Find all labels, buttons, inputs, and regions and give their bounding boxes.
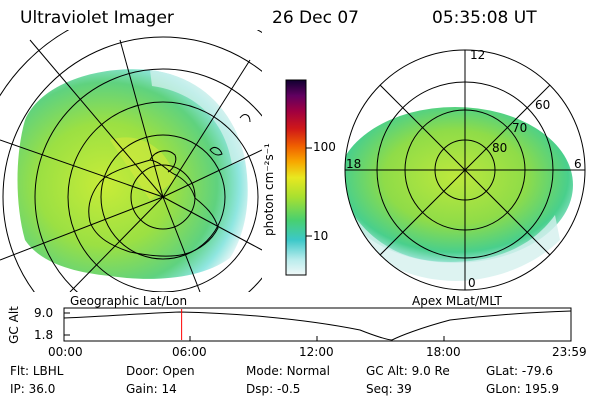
- status-filter-value: LBHL: [32, 364, 64, 378]
- status-door-value: Open: [162, 364, 195, 378]
- altitude-ytick-low: 1.8: [34, 328, 54, 342]
- mlat-label-80: 80: [492, 141, 508, 155]
- mlat-label-70: 70: [512, 121, 528, 135]
- status-gc-alt: GC Alt: 9.0 Re: [366, 364, 450, 378]
- status-dsp: Dsp: -0.5: [246, 382, 301, 396]
- status-gc-alt-value: 9.0 Re: [411, 364, 450, 378]
- altitude-xtick-0000: 00:00: [48, 345, 83, 359]
- mlt-label-top: 12: [470, 48, 486, 62]
- altitude-xtick-2359: 23:59: [552, 345, 587, 359]
- altitude-xtick-0600: 06:00: [172, 345, 207, 359]
- status-mode-value: Normal: [286, 364, 330, 378]
- altitude-xtick-1800: 18:00: [426, 345, 461, 359]
- mlt-label-left: 18: [346, 157, 362, 171]
- colorbar-tick-10: 10: [313, 229, 329, 243]
- status-glon-value: 195.9: [524, 382, 559, 396]
- status-mode: Mode: Normal: [246, 364, 330, 378]
- status-gain-value: 14: [161, 382, 177, 396]
- altitude-ytick-high: 9.0: [34, 306, 54, 320]
- altitude-plot: [63, 307, 572, 342]
- mlat-mlt-map: [344, 49, 586, 291]
- status-gain: Gain: 14: [126, 382, 177, 396]
- date-label: 26 Dec 07: [272, 8, 359, 28]
- status-door: Door: Open: [126, 364, 195, 378]
- colorbar-tick-100: 100: [313, 140, 336, 154]
- mlat-label-60: 60: [535, 98, 551, 112]
- altitude-ylabel: GC Alt: [7, 306, 21, 344]
- altitude-curve: [63, 310, 572, 341]
- time-label: 05:35:08 UT: [432, 8, 537, 28]
- status-glat: GLat: -79.6: [486, 364, 553, 378]
- status-seq: Seq: 39: [366, 382, 412, 396]
- status-glat-value: -79.6: [521, 364, 553, 378]
- mlt-label-right: 6: [574, 157, 582, 171]
- altitude-xtick-1200: 12:00: [299, 345, 334, 359]
- status-ip-value: 36.0: [28, 382, 56, 396]
- status-ip: IP: 36.0: [10, 382, 56, 396]
- mlt-label-bottom: 0: [468, 276, 476, 290]
- geographic-map: [0, 30, 262, 292]
- status-dsp-value: -0.5: [276, 382, 301, 396]
- status-glon: GLon: 195.9: [486, 382, 559, 396]
- colorbar: [285, 79, 307, 276]
- instrument-title: Ultraviolet Imager: [20, 8, 174, 28]
- status-filter: Flt: LBHL: [10, 364, 64, 378]
- right-panel-caption: Apex MLat/MLT: [412, 294, 502, 308]
- left-panel-caption: Geographic Lat/Lon: [70, 294, 188, 308]
- colorbar-unit-label: photon cm⁻²s⁻¹: [262, 143, 276, 236]
- status-seq-value: 39: [396, 382, 412, 396]
